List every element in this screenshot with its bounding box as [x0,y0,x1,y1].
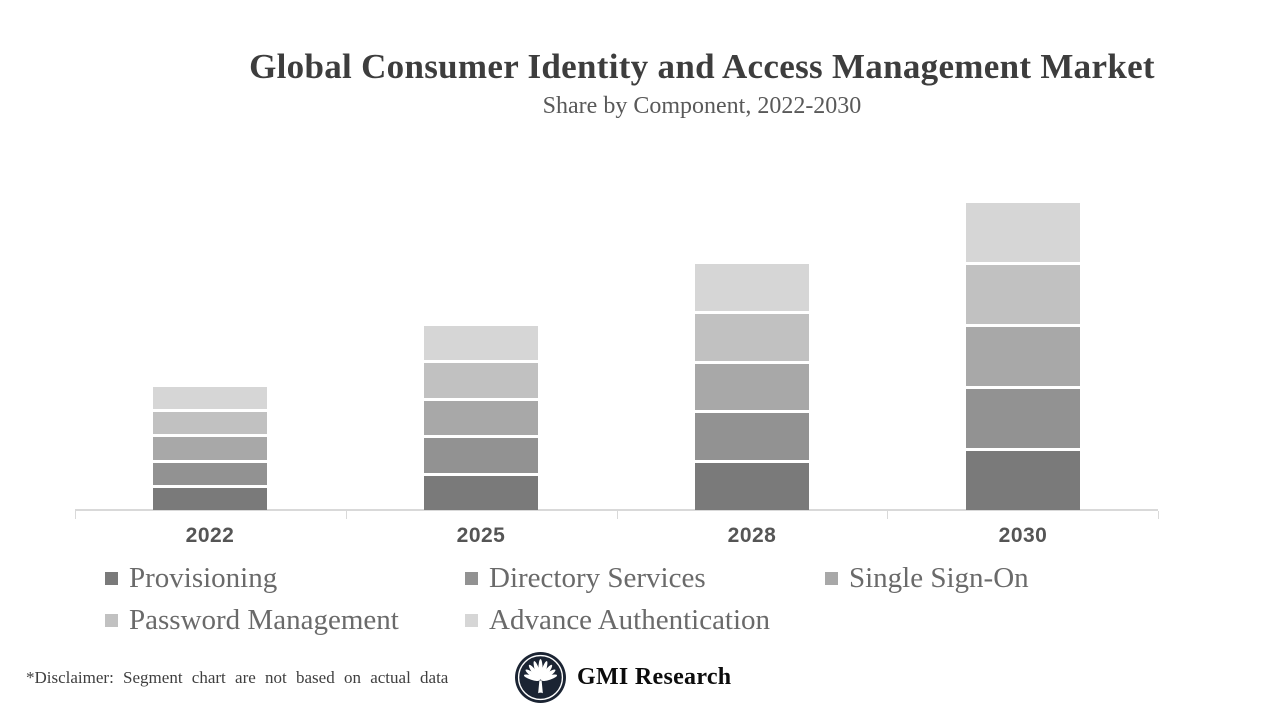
x-axis-tick [75,511,76,519]
bar-segment-single-sign-on-2028 [695,363,809,411]
x-axis-line [75,509,1158,511]
bar-segment-password-management-2028 [695,313,809,361]
x-axis-label-2022: 2022 [185,524,235,547]
bar-segment-password-management-2022 [153,412,267,435]
legend-item-single-sign-on: Single Sign-On [825,562,1205,594]
bar-segment-provisioning-2028 [695,463,809,510]
chart-header: Global Consumer Identity and Access Mana… [124,47,1280,120]
bar-segment-single-sign-on-2025 [424,400,538,436]
legend-label: Directory Services [489,562,706,594]
disclaimer-text: *Disclaimer: Segment chart are not based… [26,668,449,687]
brand-block: GMI Research [514,650,731,704]
bar-segment-advance-authentication-2030 [966,203,1080,262]
legend-label: Provisioning [129,562,278,594]
legend-item-provisioning: Provisioning [105,562,465,594]
bar-segment-directory-services-2025 [424,438,538,473]
x-axis-label-2025: 2025 [456,524,506,547]
bar-segment-provisioning-2025 [424,475,538,511]
x-axis-tick [616,511,618,519]
x-axis-tick [887,511,889,519]
stacked-bar-2022 [153,387,267,511]
bar-segment-single-sign-on-2022 [153,437,267,460]
bar-segment-advance-authentication-2028 [695,264,809,311]
stacked-bar-2025 [424,326,538,511]
legend-marker-icon [105,613,118,627]
bar-segment-advance-authentication-2025 [424,326,538,361]
brand-name: GMI Research [577,663,732,690]
x-axis-label-2028: 2028 [727,524,777,547]
bar-segment-password-management-2030 [966,265,1080,324]
legend-marker-icon [465,613,478,627]
legend: Provisioning Directory Services Single Sig… [105,562,1215,636]
legend-item-advance-authentication: Advance Authentication [465,604,825,636]
stacked-bar-2028 [695,264,809,510]
legend-marker-icon [465,571,478,585]
legend-label: Single Sign-On [849,562,1029,594]
bar-segment-directory-services-2028 [695,413,809,461]
legend-item-password-management: Password Management [105,604,465,636]
bar-segment-provisioning-2030 [966,451,1080,510]
legend-marker-icon [105,571,118,585]
x-axis-tick [1158,511,1159,519]
legend-item-directory-services: Directory Services [465,562,825,594]
palm-fan-icon [515,651,566,703]
legend-label: Advance Authentication [489,604,771,636]
bar-segment-directory-services-2030 [966,389,1080,448]
bar-segment-password-management-2025 [424,363,538,398]
legend-label: Password Management [129,604,399,636]
bar-segment-directory-services-2022 [153,462,267,485]
x-axis-label-2030: 2030 [998,524,1048,547]
bar-segment-single-sign-on-2030 [966,327,1080,386]
chart-title: Global Consumer Identity and Access Mana… [249,47,1155,86]
chart-subtitle: Share by Component, 2022-2030 [542,92,862,119]
bar-segment-provisioning-2022 [153,487,267,511]
bar-segment-advance-authentication-2022 [153,387,267,410]
legend-marker-icon [825,571,838,585]
x-axis-tick [345,511,347,519]
stacked-bar-2030 [966,203,1080,510]
